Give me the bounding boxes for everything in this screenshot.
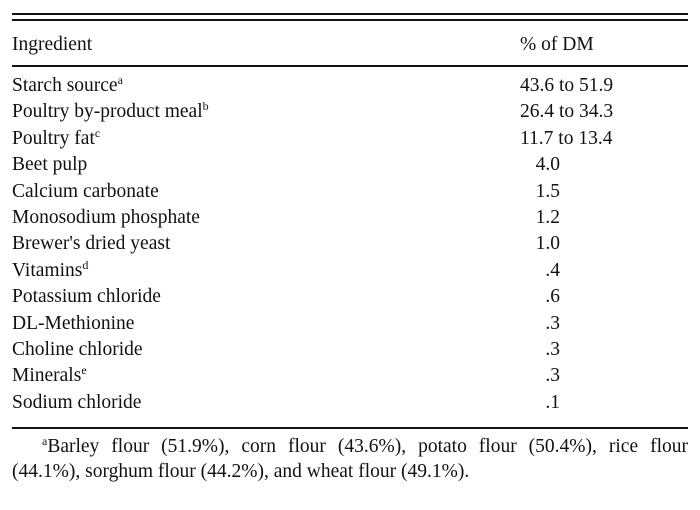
table-row: Starch sourcea 43.6 to 51.9	[12, 73, 688, 101]
footnote-marker: a	[117, 73, 123, 87]
percent-dm-value: 43.6 to 51.9	[520, 75, 614, 96]
ingredient-name: Potassium chloride	[12, 286, 161, 308]
ingredient-name: Mineralse	[12, 363, 87, 387]
table-row: Poultry fatc 11.7 to 13.4	[12, 125, 688, 154]
ingredient-label: Calcium carbonate	[12, 180, 159, 202]
table-row: Monosodium phosphate 1.2	[12, 207, 688, 233]
ingredient-name: Monosodium phosphate	[12, 207, 200, 229]
percent-dm-value: 11.7 to 13.4	[520, 127, 613, 149]
ingredient-label: Poultry by-product meal	[12, 101, 203, 123]
ingredient-label: Monosodium phosphate	[12, 207, 200, 228]
ingredient-label: Beet pulp	[12, 154, 88, 176]
header-rule	[12, 65, 688, 67]
percent-dm-value: .6	[545, 286, 560, 308]
ingredient-label: Brewer's dried yeast	[12, 233, 171, 255]
top-rule	[12, 13, 688, 15]
percent-dm-value: 1.2	[535, 207, 560, 228]
ingredient-name: Poultry by-product mealb	[12, 99, 209, 123]
ingredient-name: DL-Methionine	[12, 313, 134, 335]
bottom-rule	[12, 427, 688, 429]
percent-dm-value: 1.5	[535, 180, 560, 202]
table-row: Brewer's dried yeast 1.0	[12, 233, 688, 259]
ingredient-label: Vitamins	[12, 259, 83, 281]
footnote-text: Barley flour (51.9%), corn flour (43.6%)…	[12, 436, 688, 482]
footnote-mark: a	[42, 434, 48, 448]
column-header-ingredient: Ingredient	[12, 34, 93, 55]
table-row: Sodium chloride .1	[12, 392, 688, 418]
table-row: Vitaminsd .4	[12, 257, 688, 286]
footnote-marker: c	[94, 125, 101, 140]
ingredient-label: Starch source	[12, 75, 118, 96]
percent-dm-value: 26.4 to 34.3	[520, 101, 614, 123]
ingredient-name: Starch sourcea	[12, 73, 123, 97]
percent-dm-value: .3	[545, 365, 560, 387]
ingredient-name: Choline chloride	[12, 339, 143, 361]
percent-dm-value: .3	[545, 312, 560, 334]
percent-dm-value: 4.0	[535, 154, 560, 176]
ingredient-name: Beet pulp	[12, 154, 87, 176]
ingredient-name: Calcium carbonate	[12, 181, 159, 203]
ingredient-label: DL-Methionine	[12, 312, 135, 334]
table-row: DL-Methionine .3	[12, 313, 688, 339]
percent-dm-value: .1	[545, 391, 560, 413]
table-row: Potassium chloride .6	[12, 286, 688, 312]
ingredient-label: Choline chloride	[12, 339, 143, 360]
ingredient-label: Sodium chloride	[12, 391, 142, 413]
ingredient-label: Minerals	[12, 365, 82, 387]
ingredient-name: Brewer's dried yeast	[12, 233, 170, 255]
footnote-marker: e	[81, 363, 87, 378]
column-header-percent-dm: % of DM	[520, 34, 594, 55]
table-row: Poultry by-product mealb 26.4 to 34.3	[12, 99, 688, 127]
table-row: Mineralse .3	[12, 363, 688, 391]
table-row: Choline chloride .3	[12, 339, 688, 365]
ingredient-name: Vitaminsd	[12, 257, 89, 282]
ingredient-name: Sodium chloride	[12, 392, 141, 414]
ingredient-label: Potassium chloride	[12, 286, 161, 308]
footnote-marker: d	[82, 257, 89, 272]
percent-dm-value: 1.0	[535, 233, 560, 255]
top-rule-2	[12, 19, 688, 21]
table-row: Beet pulp 4.0	[12, 154, 688, 180]
percent-dm-value: .3	[545, 339, 560, 360]
table-row: Calcium carbonate 1.5	[12, 181, 688, 207]
footnote-a: aBarley flour (51.9%), corn flour (43.6%…	[12, 434, 688, 484]
ingredient-label: Poultry fat	[12, 127, 95, 149]
ingredient-name: Poultry fatc	[12, 125, 101, 150]
footnote-marker: b	[202, 99, 209, 114]
percent-dm-value: .4	[545, 259, 560, 281]
